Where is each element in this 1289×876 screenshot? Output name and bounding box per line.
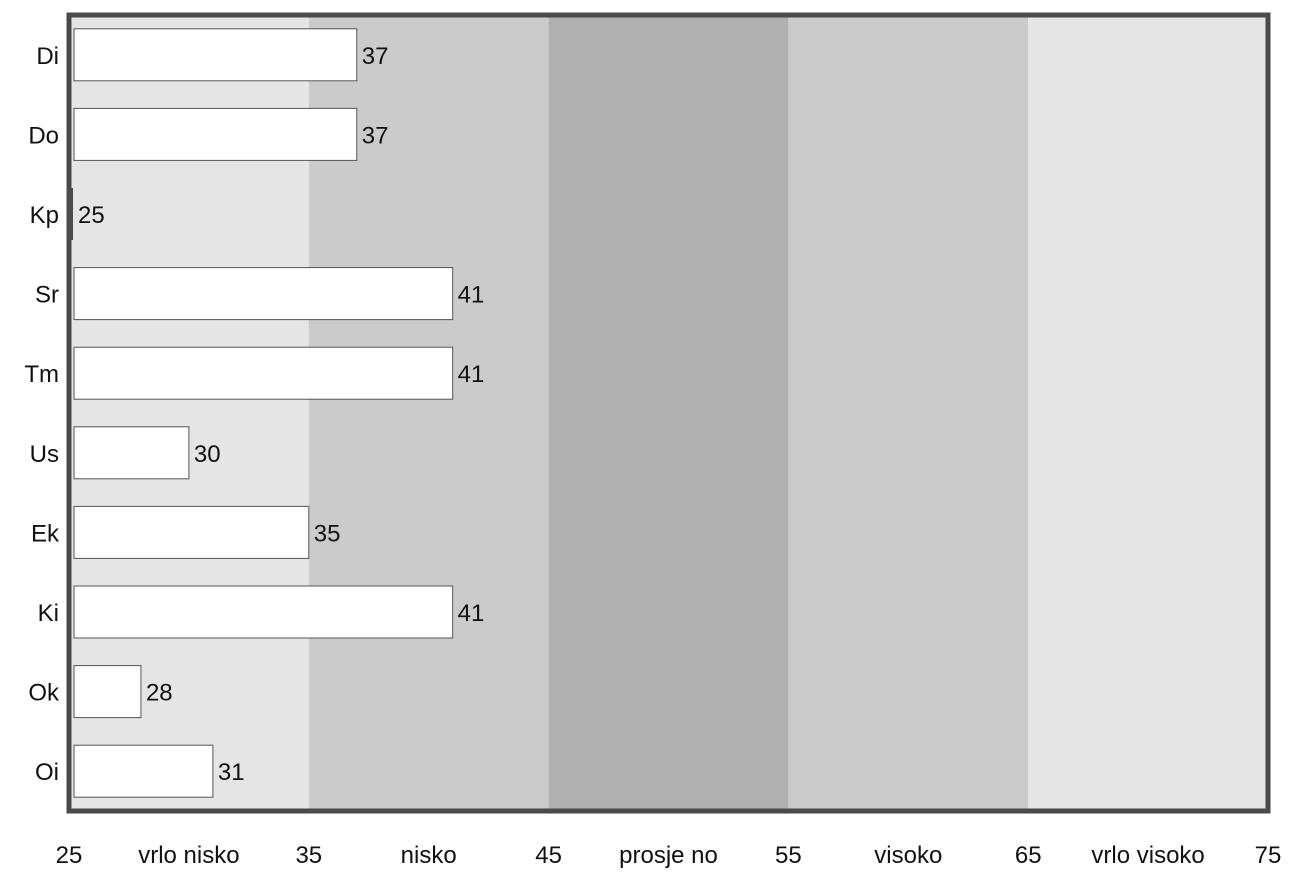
bar-oi (73, 744, 214, 798)
category-label-tm: Tm (24, 361, 59, 388)
category-label-sr: Sr (35, 282, 59, 309)
bar-tm (73, 346, 454, 400)
value-label-tm: 41 (458, 361, 485, 388)
band-label-5: vrlo visoko (1091, 842, 1204, 869)
frame-layer (66, 12, 1271, 814)
value-label-ok: 28 (146, 680, 173, 707)
label-layer: Di 37 Do 37 Kp 25 Sr 41 Tm 41 Us 30 Ek 35 Ki 41 Ok 28 Oi 31… (24, 43, 1281, 869)
x-tick-label-55: 55 (775, 842, 802, 869)
category-label-us: Us (30, 441, 59, 468)
category-label-ki: Ki (38, 600, 59, 627)
band-label-2: nisko (401, 842, 457, 869)
x-tick-label-45: 45 (535, 842, 562, 869)
bar-layer (69, 28, 454, 798)
value-label-di: 37 (362, 43, 389, 70)
bar-do (73, 107, 358, 161)
x-tick-label-25: 25 (56, 842, 83, 869)
band-label-4: visoko (874, 842, 942, 869)
category-label-kp: Kp (30, 202, 59, 229)
value-label-ki: 41 (458, 600, 485, 627)
bar-ek (73, 505, 310, 559)
band-layer (69, 15, 1268, 811)
category-label-ek: Ek (31, 520, 60, 547)
bar-us (73, 426, 190, 480)
plot-frame (66, 12, 1271, 814)
band-label-3: prosje no (619, 842, 718, 869)
x-tick-label-35: 35 (295, 842, 322, 869)
value-label-kp: 25 (78, 202, 105, 229)
value-label-oi: 31 (218, 759, 245, 786)
value-label-sr: 41 (458, 282, 485, 309)
x-tick-label-65: 65 (1015, 842, 1042, 869)
category-label-di: Di (36, 43, 59, 70)
band-5 (1028, 15, 1268, 811)
band-3 (548, 15, 789, 811)
value-label-us: 30 (194, 441, 221, 468)
band-4 (788, 15, 1029, 811)
bar-sr (73, 267, 454, 321)
value-label-ek: 35 (314, 520, 341, 547)
value-label-do: 37 (362, 122, 389, 149)
x-tick-label-75: 75 (1255, 842, 1282, 869)
band-label-1: vrlo nisko (138, 842, 239, 869)
category-label-do: Do (28, 122, 59, 149)
bar-di (73, 28, 358, 82)
bar-ok (73, 665, 142, 719)
category-label-ok: Ok (28, 680, 60, 707)
category-label-oi: Oi (35, 759, 59, 786)
bar-ki (73, 585, 454, 639)
